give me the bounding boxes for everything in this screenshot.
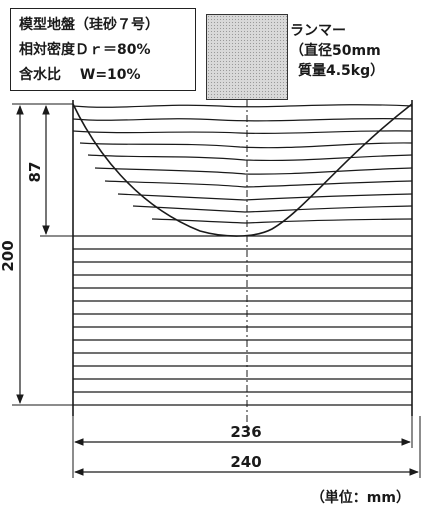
rammer-diameter: （直径50mm bbox=[290, 43, 381, 59]
legend-box: 模型地盤（珪砂７号） 相対密度Ｄｒ＝80% 含水比 W=10% bbox=[10, 8, 196, 91]
crater-width-label: 236 bbox=[230, 423, 261, 441]
crater-depth-label: 87 bbox=[26, 162, 44, 183]
rammer-name: ランマー bbox=[290, 23, 346, 39]
legend-relative-density: 相対密度Ｄｒ＝80% bbox=[19, 42, 151, 58]
ground-depth-label: 200 bbox=[0, 240, 17, 271]
deformed-layers bbox=[72, 104, 413, 224]
unit-note: （単位：mm） bbox=[310, 490, 410, 506]
legend-material: 模型地盤（珪砂７号） bbox=[19, 17, 159, 33]
legend-water-content: 含水比 W=10% bbox=[19, 67, 141, 83]
rammer-illustration bbox=[206, 14, 288, 100]
flat-layers bbox=[73, 235, 412, 406]
box-width-label: 240 bbox=[230, 453, 261, 471]
rammer-mass: 質量4.5kg） bbox=[298, 63, 385, 79]
